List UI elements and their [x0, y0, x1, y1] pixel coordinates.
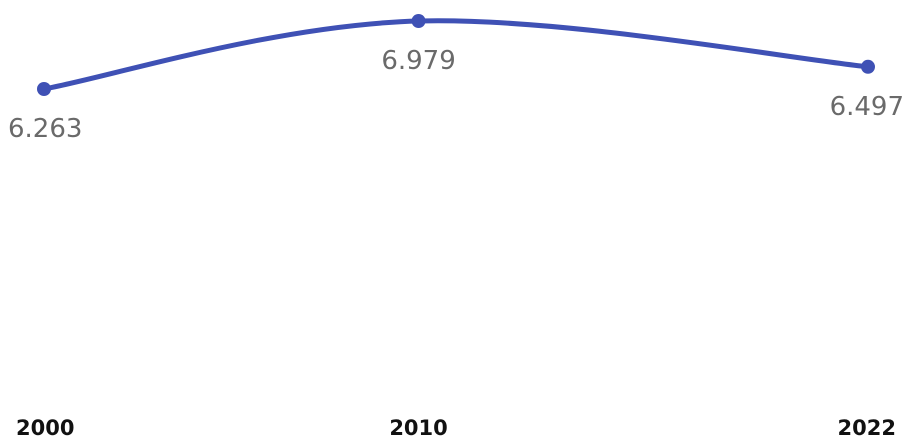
data-label-2022: 6.497 [830, 92, 904, 122]
data-labels: 6.263 6.979 6.497 [8, 46, 904, 144]
x-tick-label-2022: 2022 [838, 416, 896, 438]
data-label-2000: 6.263 [8, 114, 82, 144]
series-line [41, 18, 871, 92]
data-point-2022 [861, 59, 875, 74]
x-tick-label-2010: 2010 [389, 416, 447, 438]
x-axis-tick-labels: 2000 2010 2022 [16, 416, 896, 438]
data-points [37, 14, 875, 96]
data-point-2000 [37, 82, 51, 96]
x-tick-label-2000: 2000 [16, 416, 74, 438]
data-label-2010: 6.979 [381, 46, 455, 76]
data-point-2010 [411, 14, 426, 28]
